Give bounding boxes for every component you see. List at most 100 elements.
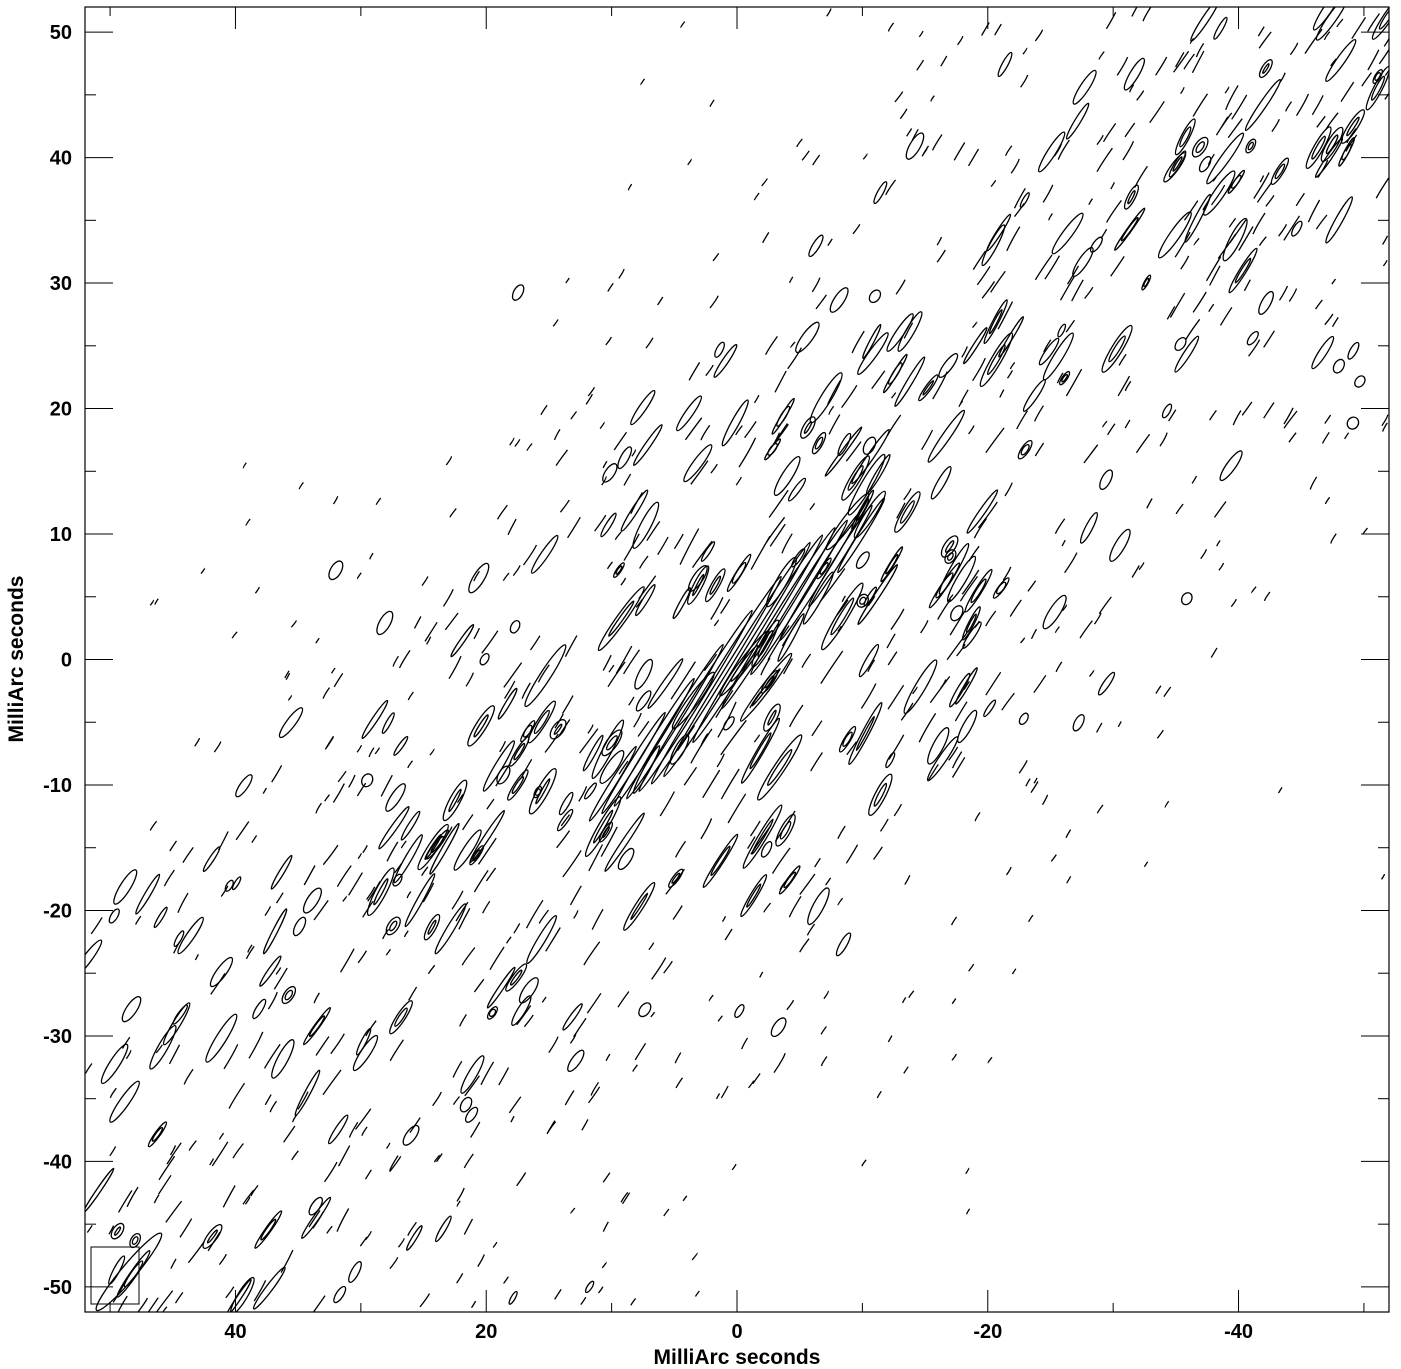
contour-segment xyxy=(972,357,986,382)
contour-loop xyxy=(511,284,525,301)
contour-segment xyxy=(778,1053,786,1065)
contour-loop xyxy=(998,316,1025,358)
contour-loop xyxy=(292,916,307,937)
contour-segment xyxy=(456,1273,464,1284)
contour-loop-inner xyxy=(746,883,762,908)
contour-segment xyxy=(951,751,963,769)
contour-segment xyxy=(735,476,742,486)
contour-segment xyxy=(674,1052,682,1064)
contour-segment xyxy=(452,1096,461,1105)
contour-loop xyxy=(355,1027,372,1056)
contour-loop xyxy=(647,658,684,709)
contour-segment xyxy=(806,923,816,936)
contour-segment xyxy=(1033,674,1047,693)
contour-loop xyxy=(600,512,617,538)
contour-segment xyxy=(1380,873,1386,880)
contour-segment xyxy=(761,178,768,187)
contour-segment xyxy=(801,150,810,161)
contour-segment xyxy=(1191,475,1198,484)
contour-segment xyxy=(503,1276,509,1284)
contour-segment xyxy=(330,667,336,674)
contour-loop-inner xyxy=(847,465,864,491)
contour-segment xyxy=(1064,552,1078,574)
contour-loop xyxy=(173,930,185,947)
contour-segment xyxy=(790,341,796,348)
contour-segment xyxy=(1208,303,1215,313)
contour-segment xyxy=(492,1241,498,1248)
contour-segment xyxy=(1192,93,1209,117)
contour-loop xyxy=(1320,126,1344,162)
contour-segment xyxy=(1100,228,1108,239)
contour-loop xyxy=(497,687,518,720)
contour-segment xyxy=(449,508,457,518)
contour-segment xyxy=(570,411,578,420)
contour-segment xyxy=(1193,237,1200,246)
contour-segment xyxy=(985,671,1002,696)
contour-segment xyxy=(287,694,293,701)
contour-segment xyxy=(651,957,667,980)
contour-loop-inner xyxy=(749,732,772,770)
contour-segment xyxy=(1378,48,1389,65)
contour-loop xyxy=(1354,375,1366,388)
contour-segment xyxy=(209,1158,215,1166)
contour-segment xyxy=(218,1132,225,1140)
y-tick-label: -40 xyxy=(43,1151,72,1173)
contour-segment xyxy=(463,1218,474,1235)
contour-segment xyxy=(407,1221,417,1236)
contour-segment xyxy=(1030,628,1038,640)
contour-segment xyxy=(250,1185,259,1197)
contour-loop-inner xyxy=(731,561,747,584)
contour-loop-inner xyxy=(988,309,1003,335)
contour-segment xyxy=(1384,69,1389,76)
contour-segment xyxy=(1174,231,1191,258)
contour-segment xyxy=(753,734,761,743)
contour-segment xyxy=(783,658,793,675)
contour-segment xyxy=(1084,286,1094,299)
contour-segment xyxy=(680,21,686,29)
x-tick-label: 20 xyxy=(475,1321,497,1343)
contour-segment xyxy=(433,1154,441,1163)
contour-segment xyxy=(406,891,412,899)
contour-segment xyxy=(1230,598,1237,608)
contour-loop-inner xyxy=(671,872,681,884)
contour-segment xyxy=(537,664,550,683)
contour-segment xyxy=(354,1108,372,1130)
contour-segment xyxy=(976,265,991,286)
contour-segment xyxy=(602,654,612,671)
contour-segment xyxy=(977,501,998,529)
contour-segment xyxy=(931,134,943,151)
contour-segment xyxy=(957,36,964,46)
contour-loop xyxy=(926,736,959,782)
contour-segment xyxy=(231,631,238,639)
contour-loop xyxy=(721,399,749,447)
contour-segment xyxy=(1065,829,1072,838)
contour-segment xyxy=(1022,47,1028,55)
contour-loop xyxy=(1099,469,1114,490)
contour-loop xyxy=(704,568,726,603)
peak-ridge xyxy=(638,609,753,792)
contour-loop xyxy=(1017,439,1033,460)
contour-loop-inner xyxy=(751,818,774,855)
contour-segment xyxy=(740,1037,749,1050)
contour-segment xyxy=(1056,372,1064,384)
contour-segment xyxy=(587,386,596,397)
contour-segment xyxy=(605,1053,611,1062)
contour-loop-inner xyxy=(1311,135,1326,160)
contour-loop xyxy=(897,311,923,352)
contour-loop xyxy=(460,1055,485,1094)
contour-loop-inner xyxy=(533,709,550,735)
contour-segment xyxy=(702,769,721,799)
contour-loop xyxy=(882,353,908,394)
contour-segment xyxy=(837,625,842,632)
contour-loop xyxy=(635,690,652,712)
contour-loop xyxy=(963,326,988,365)
contour-loop xyxy=(1051,212,1084,255)
contour-loop xyxy=(1258,290,1274,315)
contour-segment xyxy=(597,1286,604,1294)
contour-loop xyxy=(556,808,574,832)
contour-segment xyxy=(787,347,802,370)
contour-segment xyxy=(1316,115,1326,128)
contour-loop xyxy=(1174,335,1200,373)
contour-segment xyxy=(283,1125,296,1143)
contour-segment xyxy=(125,1050,132,1060)
